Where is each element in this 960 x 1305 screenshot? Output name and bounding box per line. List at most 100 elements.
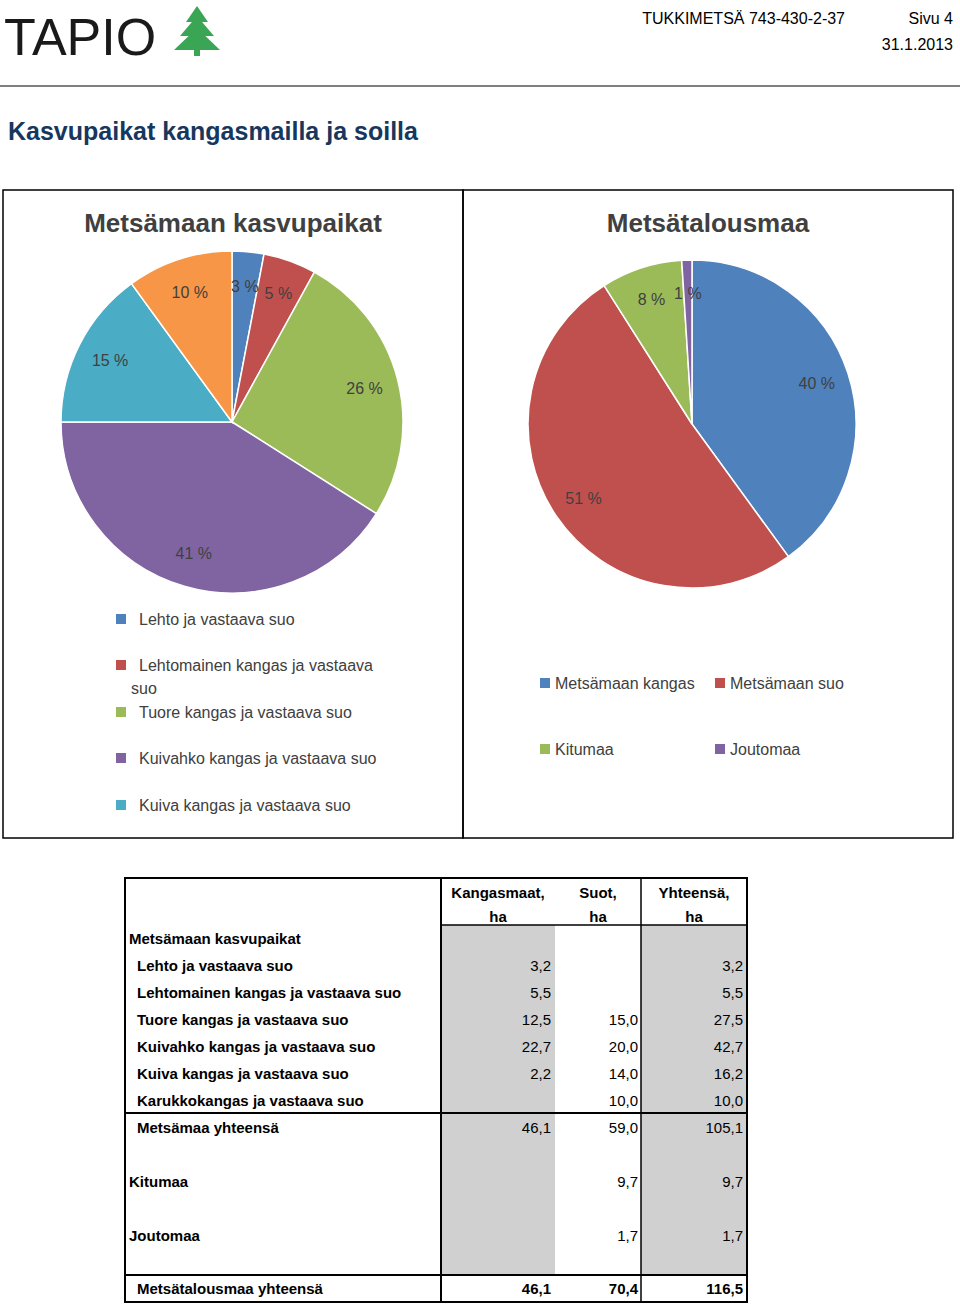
data-label: 5 % [265,285,293,302]
data-label: 40 % [799,375,835,392]
table-cell: 20,0 [609,1038,638,1055]
table-frame [125,878,747,1302]
table-cell: 1,7 [617,1227,638,1244]
column-header: Kangasmaat, [451,884,544,901]
table-cell: 116,5 [706,1280,743,1297]
chart-title: Metsätalousmaa [607,208,810,238]
table-cell: 15,0 [609,1011,638,1028]
table-cell: 70,4 [609,1280,639,1297]
data-label: 3 % [231,278,259,295]
row-label: Lehtomainen kangas ja vastaava suo [137,984,401,1001]
table-rule [125,1274,747,1276]
data-label: 41 % [176,545,212,562]
table-cell: 9,7 [617,1173,638,1190]
legend-label: Tuore kangas ja vastaava suo [139,704,352,721]
legend-label: Lehto ja vastaava suo [139,611,295,628]
column-header: ha [489,908,507,925]
table-cell: 1,7 [722,1227,743,1244]
legend-swatch [715,744,725,754]
header-rule [0,85,960,87]
table-cell: 12,5 [522,1011,551,1028]
legend: Lehto ja vastaava suo Lehtomainen kangas … [116,611,377,814]
legend-swatch [116,614,126,624]
tree-trunk [194,48,200,56]
column-header: ha [589,908,607,925]
legend-line: Kuivahko kangas ja vastaava suo [139,750,377,767]
row-label: Kuiva kangas ja vastaava suo [137,1065,349,1082]
row-label: Lehto ja vastaava suo [137,957,293,974]
legend: Metsämaan kangas Metsämaan suo Kitumaa Jout… [540,675,844,758]
page-title: Kasvupaikat kangasmailla ja soilla [8,117,419,145]
legend-label: Kuivahko kangas ja vastaava suo [139,750,377,767]
legend-swatch [116,660,126,670]
legend-swatch [116,800,126,810]
data-label: 26 % [346,380,382,397]
slices [528,260,856,588]
legend-line: Tuore kangas ja vastaava suo [139,704,352,721]
row-label: Joutomaa [129,1227,201,1244]
shaded-column [441,925,555,1275]
table-cell: 5,5 [530,984,551,1001]
legend-label: Kitumaa [555,741,614,758]
table-cell: 46,1 [522,1119,551,1136]
logo-tree [174,6,220,56]
legend-label: Metsämaan kangas [555,675,695,692]
column-header: Suot, [579,884,617,901]
page: TAPIO TUKKIMETSÄ 743-430-2-37 Sivu 4 31.1.2… [0,0,960,1305]
pie-slice [131,251,232,422]
logo-text: TAPIO [4,8,156,66]
data-labels: 40 %51 %8 %1 % [565,285,835,507]
legend-swatch [540,744,550,754]
table-cell: 10,0 [714,1092,743,1109]
row-label: Kitumaa [129,1173,189,1190]
column-header: Yhteensä, [659,884,730,901]
legend-swatch [116,753,126,763]
table-cell: 42,7 [714,1038,743,1055]
table-rule [640,878,642,1302]
data-label: 15 % [92,352,128,369]
table-cell: 3,2 [722,957,743,974]
legend-label: Metsämaan suo [730,675,844,692]
legend-label: Joutomaa [730,741,800,758]
pie-slice [61,422,376,593]
table-cell: 22,7 [522,1038,551,1055]
table-cell: 16,2 [714,1065,743,1082]
legend-swatch [715,678,725,688]
pie-chart: Metsämaan kasvupaikat3 %5 %26 %41 %15 %1… [61,208,403,814]
legend-label: Lehtomainen kangas ja vastaava suo [131,657,373,697]
table-cell: 59,0 [609,1119,638,1136]
panel-frame [463,190,953,838]
page-number: Sivu 4 [909,10,954,27]
legend-line: Lehto ja vastaava suo [139,611,295,628]
column-header: ha [685,908,703,925]
table: Kangasmaat,haSuot,haYhteensä,haMetsämaan… [125,878,747,1302]
table-cell: 5,5 [722,984,743,1001]
table-cell: 27,5 [714,1011,743,1028]
chart-title: Metsämaan kasvupaikat [84,208,382,238]
row-label: Metsämaa yhteensä [137,1119,279,1136]
legend-label: Kuiva kangas ja vastaava suo [139,797,351,814]
row-label: Kuivahko kangas ja vastaava suo [137,1038,375,1055]
table-cell: 9,7 [722,1173,743,1190]
slices [61,251,403,593]
shaded-column [641,925,747,1275]
panel-frame [3,190,463,838]
tree-part [174,28,220,50]
table-cell: 2,2 [530,1065,551,1082]
row-label: Metsätalousmaa yhteensä [137,1280,324,1297]
row-label: Karukkokangas ja vastaava suo [137,1092,364,1109]
date: 31.1.2013 [882,36,953,53]
document-id: TUKKIMETSÄ 743-430-2-37 [642,10,845,27]
data-label: 51 % [565,490,601,507]
table-cell: 10,0 [609,1092,638,1109]
legend-line: Lehtomainen kangas ja vastaava [139,657,373,674]
pie-chart: Metsätalousmaa40 %51 %8 %1 %Metsämaan ka… [528,208,856,758]
table-cell: 46,1 [522,1280,551,1297]
legend-line: Kuiva kangas ja vastaava suo [139,797,351,814]
table-cell: 14,0 [609,1065,638,1082]
row-label: Tuore kangas ja vastaava suo [137,1011,349,1028]
table-rule [440,878,442,1302]
legend-line: suo [131,680,157,697]
legend-swatch [540,678,550,688]
data-labels: 3 %5 %26 %41 %15 %10 % [92,278,383,563]
